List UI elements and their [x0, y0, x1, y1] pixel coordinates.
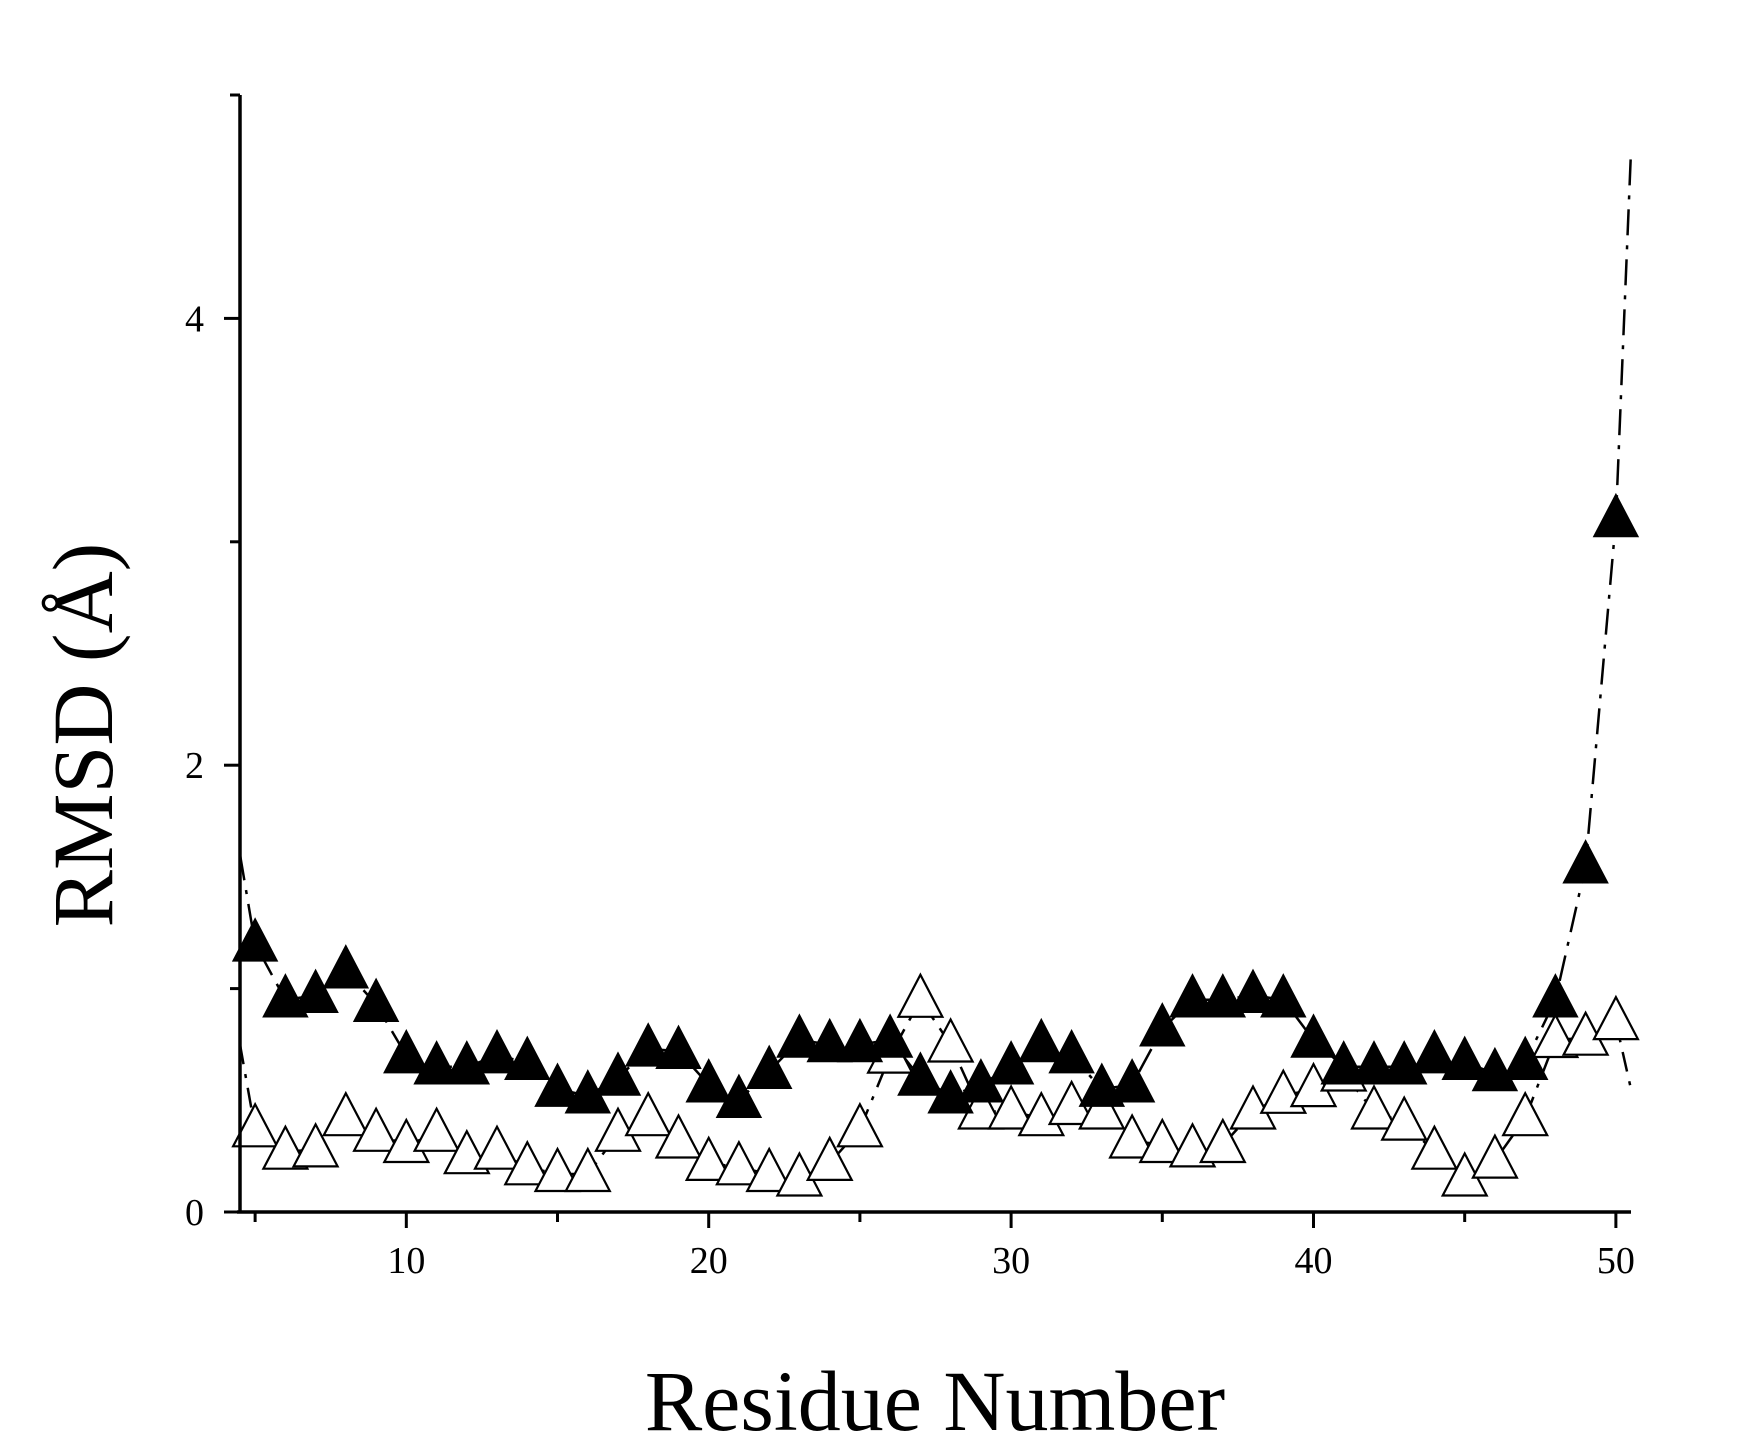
filled-triangle-point	[413, 1040, 460, 1085]
filled-triangle-point	[1532, 973, 1579, 1018]
hollow-triangle-point	[412, 1106, 461, 1152]
filled-triangle-point	[1290, 1013, 1337, 1058]
hollow-triangle-point	[926, 1017, 975, 1063]
hollow-triangle-point	[1531, 1012, 1580, 1059]
filled-triangle-point	[473, 1028, 521, 1074]
y-ticks: 0 2 4	[185, 93, 240, 1234]
filled-triangle-point	[897, 1051, 944, 1096]
plot-markers	[231, 492, 1640, 1197]
hollow-triangle-point	[836, 1101, 884, 1148]
hollow-triangle-point	[624, 1090, 673, 1137]
x-tick-label: 50	[1597, 1240, 1635, 1282]
filled-triangle-point	[1048, 1028, 1095, 1074]
filled-triangle-point	[1139, 1002, 1186, 1047]
hollow-triangle-point	[352, 1106, 400, 1152]
x-tick-label: 20	[690, 1240, 728, 1282]
filled-triangle-point	[383, 1028, 430, 1074]
x-axis-title: Residue Number	[645, 1353, 1225, 1449]
x-tick-label: 10	[387, 1240, 425, 1282]
filled-triangle-point	[322, 944, 370, 989]
hollow-triangle-point	[291, 1122, 340, 1168]
hollow-triangle-point	[533, 1146, 582, 1193]
hollow-triangle-point	[896, 972, 945, 1018]
y-tick-label: 2	[185, 745, 204, 787]
y-tick-label: 4	[185, 298, 204, 340]
hollow-triangle-point	[261, 1124, 310, 1170]
filled-triangle-point	[352, 977, 400, 1022]
series-1-line	[238, 150, 1633, 1102]
hollow-triangle-point	[1501, 1090, 1550, 1137]
hollow-triangle-point	[1350, 1084, 1398, 1130]
filled-triangle-point	[1169, 973, 1216, 1018]
filled-triangle-point	[1108, 1058, 1156, 1103]
x-tick-label: 30	[992, 1240, 1030, 1282]
filled-triangle-point	[504, 1035, 551, 1081]
filled-triangle-point	[1229, 968, 1277, 1014]
filled-triangle-point	[594, 1051, 642, 1096]
hollow-triangle-point	[1108, 1113, 1156, 1159]
x-ticks: 10 20 30 40 50	[253, 1212, 1635, 1282]
filled-triangle-point	[745, 1044, 793, 1090]
filled-triangle-point	[292, 968, 339, 1014]
filled-triangle-point	[1562, 839, 1609, 884]
hollow-triangle-point	[1138, 1117, 1187, 1164]
filled-triangle-point	[1501, 1035, 1549, 1081]
filled-triangle-point	[866, 1013, 914, 1058]
hollow-triangle-point	[1471, 1133, 1519, 1179]
filled-triangle-point	[1350, 1040, 1398, 1085]
filled-triangle-point	[1320, 1040, 1367, 1085]
filled-triangle-point	[685, 1058, 732, 1103]
filled-triangle-point	[1411, 1028, 1458, 1074]
filled-triangle-point	[776, 1013, 823, 1058]
axes	[237, 95, 1631, 1214]
hollow-triangle-point	[473, 1124, 521, 1170]
hollow-triangle-point	[987, 1084, 1035, 1130]
filled-triangle-point	[655, 1024, 702, 1069]
hollow-triangle-point	[1077, 1084, 1126, 1130]
filled-triangle-point	[624, 1022, 672, 1067]
hollow-triangle-point	[654, 1113, 703, 1159]
filled-triangle-point	[534, 1062, 581, 1107]
hollow-triangle-point	[684, 1135, 733, 1182]
hollow-triangle-point	[321, 1090, 370, 1137]
hollow-triangle-point	[503, 1139, 552, 1186]
x-tick-label: 40	[1294, 1240, 1332, 1282]
hollow-triangle-point	[1380, 1095, 1429, 1141]
filled-triangle-point	[1441, 1035, 1488, 1081]
filled-triangle-point	[1018, 1017, 1065, 1063]
filled-triangle-point	[987, 1040, 1035, 1085]
filled-triangle-point	[1592, 492, 1640, 538]
filled-triangle-point	[806, 1017, 853, 1063]
hollow-triangle-point	[231, 1101, 279, 1148]
hollow-triangle-point	[1592, 994, 1640, 1041]
hollow-triangle-point	[1410, 1124, 1459, 1170]
hollow-triangle-point	[745, 1146, 794, 1193]
hollow-triangle-point	[805, 1135, 854, 1182]
hollow-triangle-point	[563, 1146, 612, 1193]
hollow-triangle-point	[1198, 1117, 1247, 1164]
y-axis-title: RMSD (Å)	[35, 543, 131, 928]
hollow-triangle-point	[715, 1139, 763, 1186]
filled-triangle-point	[1260, 973, 1307, 1018]
plot-lines	[238, 150, 1633, 1181]
filled-triangle-point	[231, 917, 279, 962]
y-tick-label: 0	[185, 1192, 204, 1234]
filled-triangle-point	[715, 1073, 763, 1119]
